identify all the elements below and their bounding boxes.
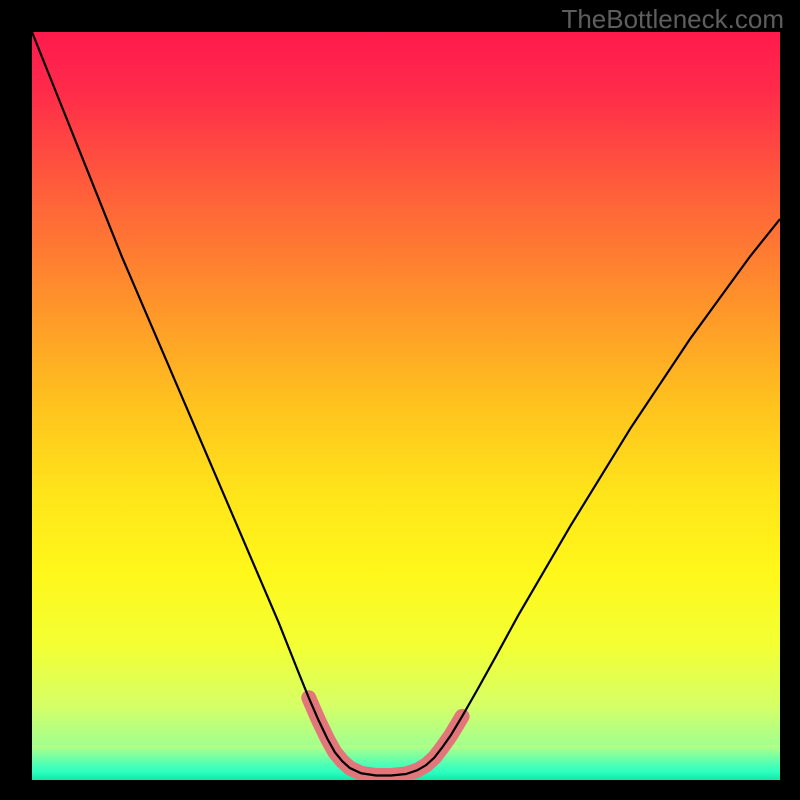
bottleneck-curve bbox=[32, 32, 780, 776]
highlight-segment bbox=[309, 698, 462, 776]
plot-area bbox=[32, 32, 780, 780]
chart-stage: TheBottleneck.com bbox=[0, 0, 800, 800]
plot-svg bbox=[32, 32, 780, 780]
watermark-text: TheBottleneck.com bbox=[561, 4, 784, 35]
